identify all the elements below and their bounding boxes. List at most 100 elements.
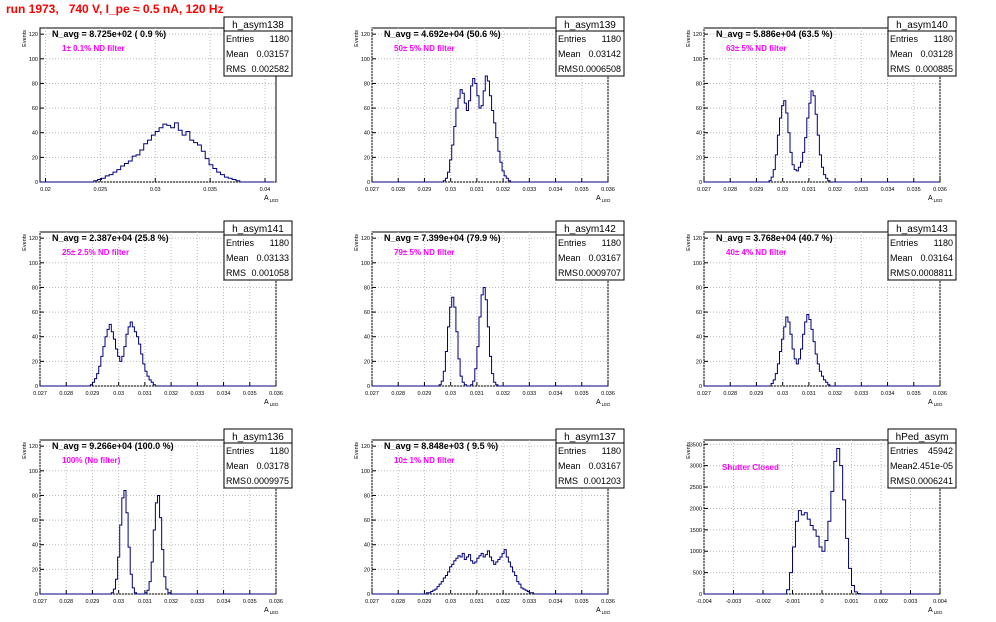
histogram-panel: 0.027 0.028 0.029 0.03 0.031 0.032 0.033 0.034 0… — [686, 220, 957, 407]
x-tick-label: 0.033 — [190, 391, 204, 397]
histogram-line — [40, 321, 276, 387]
y-tick-label: 100 — [693, 57, 702, 63]
x-tick-label: 0.032 — [496, 391, 510, 397]
x-axis-label: ALED — [264, 607, 279, 615]
stats-key: Entries — [558, 238, 587, 248]
x-tick-label: 0.034 — [881, 187, 895, 193]
stats-key: Entries — [226, 446, 255, 456]
y-tick-label: 80 — [32, 285, 38, 291]
stats-key: Mean — [890, 49, 913, 59]
y-tick-label: 20 — [32, 567, 38, 573]
x-axis-label: ALED — [596, 399, 611, 407]
y-tick-label: 40 — [364, 131, 370, 137]
stats-box: h_asym143 Entries 1180 Mean 0.03164 RMS 0.0008… — [887, 220, 957, 281]
stats-key: Entries — [226, 34, 255, 44]
histogram-panel: 0.027 0.028 0.029 0.03 0.031 0.032 0.033 0.034 0… — [354, 16, 625, 203]
stats-body-box — [223, 30, 293, 77]
stats-value-mean: 0.03142 — [588, 49, 621, 59]
y-tick-label: 60 — [32, 106, 38, 112]
x-tick-label: 0.031 — [802, 391, 816, 397]
stats-value-entries: 1180 — [602, 446, 621, 456]
x-tick-label: 0.032 — [828, 187, 842, 193]
histogram-name: h_asym137 — [564, 432, 616, 443]
y-tick-label: 60 — [364, 310, 370, 316]
histogram-name: h_asym139 — [564, 20, 616, 31]
stats-box: h_asym138 Entries 1180 Mean 0.03157 RMS 0.0025… — [223, 16, 293, 77]
x-tick-label: 0.033 — [522, 187, 536, 193]
filter-label: 1± 0.1% ND filter — [62, 44, 125, 53]
y-tick-label: 80 — [364, 493, 370, 499]
x-tick-label: 0.036 — [269, 599, 283, 605]
stats-value-mean: -2.451e-05 — [909, 461, 953, 471]
y-tick-label: 0 — [699, 180, 702, 186]
y-tick-label: 40 — [696, 131, 702, 137]
stats-value-rms: 0.002582 — [251, 64, 289, 74]
filter-label: 25± 2.5% ND filter — [62, 248, 129, 257]
x-tick-label: 0.028 — [723, 187, 737, 193]
x-tick-label: 0.002 — [874, 599, 888, 605]
y-tick-label: 120 — [29, 444, 38, 450]
histogram-line — [704, 448, 940, 595]
stats-body-box — [887, 30, 957, 77]
y-tick-label: 120 — [693, 236, 702, 242]
y-tick-label: 60 — [364, 106, 370, 112]
x-tick-label: 0 — [820, 599, 823, 605]
y-tick-label: 20 — [364, 359, 370, 365]
histogram-name: h_asym143 — [896, 224, 948, 235]
stats-value-rms: 0.001058 — [251, 268, 289, 278]
stats-value-mean: 0.03178 — [256, 461, 289, 471]
x-axis-label: ALED — [596, 195, 611, 203]
stats-value-rms: 0.0008811 — [911, 268, 953, 278]
stats-body-box — [555, 442, 625, 489]
y-tick-label: 0 — [35, 180, 38, 186]
x-tick-label: 0.025 — [93, 187, 107, 193]
stats-key: RMS — [558, 476, 578, 486]
histogram-name: h_asym142 — [564, 224, 616, 235]
x-tick-label: 0.029 — [418, 187, 432, 193]
y-tick-label: 60 — [32, 518, 38, 524]
y-tick-label: 3000 — [690, 464, 702, 470]
stats-value-mean: 0.03133 — [256, 253, 289, 263]
x-tick-label: 0.029 — [418, 391, 432, 397]
histogram-panel: 0.027 0.028 0.029 0.03 0.031 0.032 0.033 0.034 0… — [354, 220, 625, 407]
x-tick-label: 0.001 — [845, 599, 859, 605]
x-tick-label: 0.031 — [470, 599, 484, 605]
x-tick-label: 0.031 — [138, 391, 152, 397]
y-tick-label: 120 — [29, 32, 38, 38]
stats-key: RMS — [558, 64, 578, 74]
x-tick-label: 0.036 — [601, 391, 615, 397]
y-tick-label: 60 — [696, 310, 702, 316]
y-tick-label: 3500 — [690, 442, 702, 448]
histogram-line — [372, 549, 608, 595]
x-tick-label: 0.033 — [854, 391, 868, 397]
stats-value-entries: 1180 — [934, 34, 953, 44]
histogram-name: h_asym140 — [896, 20, 948, 31]
x-tick-label: 0.035 — [243, 599, 257, 605]
stats-value-entries: 1180 — [270, 238, 289, 248]
stats-key: Mean — [558, 461, 581, 471]
histogram-name: h_asym138 — [232, 20, 284, 31]
stats-value-entries: 1180 — [934, 238, 953, 248]
x-tick-label: 0.035 — [907, 391, 921, 397]
n-avg-label: N_avg = 5.886e+04 (63.5 %) — [716, 29, 833, 39]
y-tick-label: 20 — [696, 359, 702, 365]
stats-key: Entries — [558, 34, 587, 44]
x-tick-label: 0.033 — [522, 391, 536, 397]
y-tick-label: 0 — [367, 592, 370, 598]
x-tick-label: 0.035 — [907, 187, 921, 193]
x-tick-label: 0.029 — [750, 391, 764, 397]
x-tick-label: 0.028 — [59, 391, 73, 397]
filter-label: Shutter Closed — [722, 463, 779, 472]
y-tick-label: 0 — [35, 592, 38, 598]
x-tick-label: 0.029 — [750, 187, 764, 193]
x-tick-label: 0.034 — [217, 391, 231, 397]
x-tick-label: 0.03 — [777, 187, 788, 193]
stats-key: RMS — [890, 64, 910, 74]
filter-label: 63± 5% ND filter — [726, 44, 786, 53]
n-avg-label: N_avg = 2.387e+04 (25.8 %) — [52, 233, 169, 243]
filter-label: 10± 1% ND filter — [394, 456, 454, 465]
stats-value-mean: 0.03128 — [920, 49, 953, 59]
histogram-panel: 0.02 0.025 0.03 0.035 0.04 0 20 40 60 80 100 120Eve… — [22, 16, 293, 203]
filter-label: 79± 5% ND filter — [394, 248, 454, 257]
x-tick-label: 0.035 — [575, 187, 589, 193]
